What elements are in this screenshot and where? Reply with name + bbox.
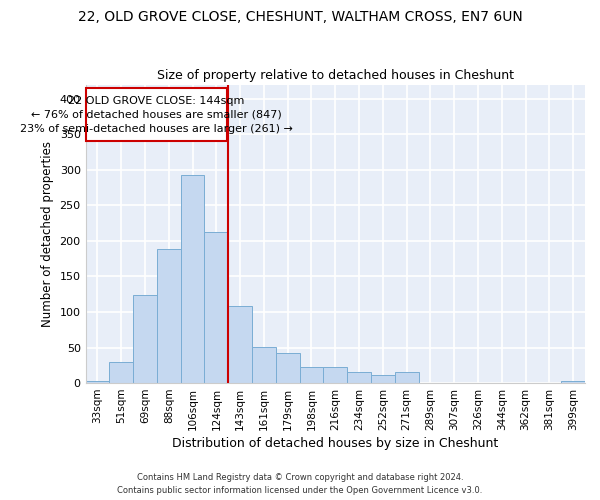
- Bar: [157, 250, 181, 383]
- Bar: [347, 372, 371, 383]
- Bar: [371, 376, 395, 383]
- Bar: [395, 372, 419, 383]
- Bar: [205, 232, 228, 383]
- Bar: [299, 368, 323, 383]
- Bar: [109, 362, 133, 383]
- Text: Contains HM Land Registry data © Crown copyright and database right 2024.
Contai: Contains HM Land Registry data © Crown c…: [118, 473, 482, 495]
- Text: 22, OLD GROVE CLOSE, CHESHUNT, WALTHAM CROSS, EN7 6UN: 22, OLD GROVE CLOSE, CHESHUNT, WALTHAM C…: [77, 10, 523, 24]
- FancyBboxPatch shape: [86, 88, 227, 142]
- Title: Size of property relative to detached houses in Cheshunt: Size of property relative to detached ho…: [157, 69, 514, 82]
- Bar: [181, 175, 205, 383]
- Bar: [228, 306, 252, 383]
- Y-axis label: Number of detached properties: Number of detached properties: [41, 141, 54, 327]
- Bar: [86, 381, 109, 383]
- Bar: [561, 381, 585, 383]
- Bar: [323, 368, 347, 383]
- Bar: [252, 347, 276, 383]
- Bar: [133, 295, 157, 383]
- X-axis label: Distribution of detached houses by size in Cheshunt: Distribution of detached houses by size …: [172, 437, 499, 450]
- Text: 22 OLD GROVE CLOSE: 144sqm
← 76% of detached houses are smaller (847)
23% of sem: 22 OLD GROVE CLOSE: 144sqm ← 76% of deta…: [20, 96, 293, 134]
- Bar: [276, 352, 299, 383]
